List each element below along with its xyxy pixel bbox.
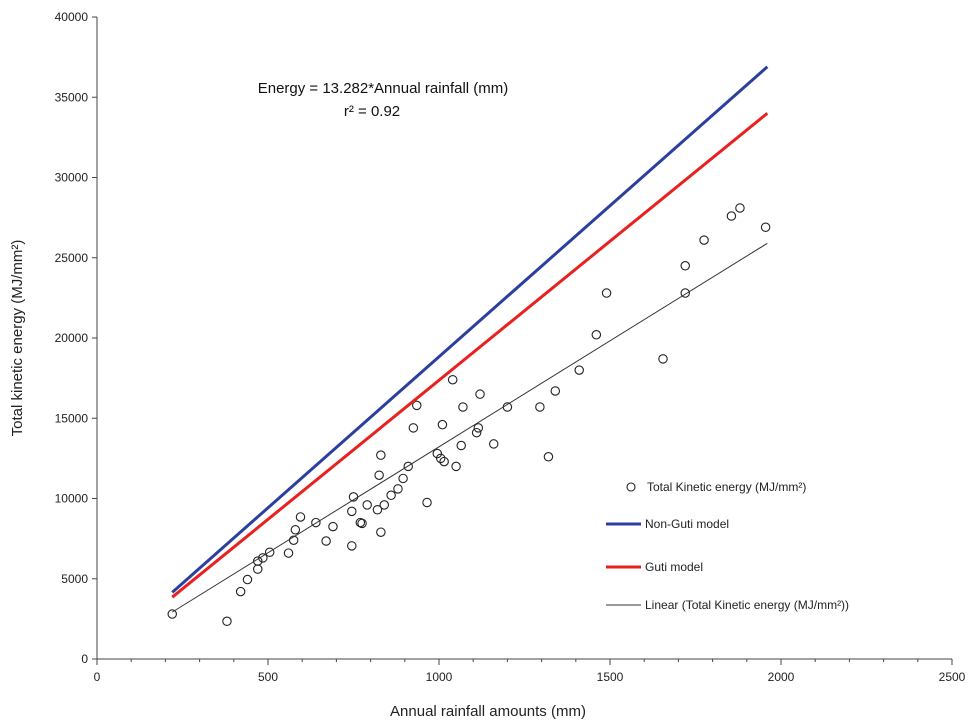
y-tick-label: 40000 bbox=[55, 10, 89, 24]
data-point bbox=[760, 222, 771, 233]
y-tick-label: 20000 bbox=[55, 331, 89, 345]
data-point bbox=[543, 452, 554, 462]
data-point bbox=[412, 400, 422, 411]
data-point bbox=[535, 402, 545, 412]
data-point bbox=[222, 616, 232, 627]
y-tick-label: 0 bbox=[81, 652, 88, 666]
data-point bbox=[372, 504, 383, 515]
y-tick-label: 5000 bbox=[61, 572, 88, 586]
x-tick-label: 2500 bbox=[939, 670, 966, 684]
x-tick-label: 500 bbox=[258, 670, 278, 684]
data-point bbox=[451, 461, 461, 472]
data-point bbox=[439, 456, 449, 467]
data-point bbox=[347, 541, 357, 551]
data-point bbox=[408, 423, 419, 433]
data-point bbox=[432, 448, 443, 459]
data-point bbox=[376, 450, 386, 460]
data-point bbox=[447, 374, 458, 385]
data-point bbox=[288, 535, 299, 545]
data-point bbox=[347, 506, 357, 517]
data-point bbox=[283, 548, 294, 558]
data-point bbox=[435, 453, 446, 464]
data-point bbox=[376, 527, 386, 537]
data-point bbox=[258, 553, 268, 563]
data-point bbox=[357, 518, 367, 529]
trendline bbox=[171, 242, 768, 613]
data-point bbox=[473, 423, 484, 433]
x-tick-label: 1500 bbox=[597, 670, 624, 684]
data-point bbox=[658, 354, 668, 364]
data-point bbox=[403, 461, 413, 472]
data-point bbox=[475, 389, 485, 399]
data-point bbox=[362, 500, 372, 510]
data-point bbox=[386, 490, 396, 501]
legend-label: Non-Guti model bbox=[645, 517, 729, 531]
data-point bbox=[735, 203, 745, 213]
data-point bbox=[167, 609, 177, 619]
data-point bbox=[311, 517, 321, 528]
y-tick-label: 10000 bbox=[55, 492, 89, 506]
legend: Total Kinetic energy (MJ/mm²) Non-Guti mo… bbox=[606, 480, 849, 612]
data-point bbox=[398, 473, 408, 484]
data-point bbox=[422, 497, 432, 508]
x-axis-title: Annual rainfall amounts (mm) bbox=[390, 703, 586, 720]
r2-annotation: r² = 0.92 bbox=[344, 103, 400, 120]
y-tick-label: 30000 bbox=[55, 171, 89, 185]
data-point bbox=[574, 365, 584, 375]
legend-label: Linear (Total Kinetic energy (MJ/mm²)) bbox=[645, 598, 849, 612]
model-line bbox=[171, 65, 769, 594]
data-point bbox=[471, 427, 482, 438]
equation-annotation: Energy = 13.282*Annual rainfall (mm) bbox=[258, 80, 509, 97]
data-point bbox=[264, 547, 275, 558]
data-point bbox=[393, 484, 403, 494]
data-point bbox=[374, 470, 384, 480]
legend-label: Total Kinetic energy (MJ/mm²) bbox=[647, 480, 806, 494]
y-axis-title: Total kinetic energy (MJ/mm²) bbox=[9, 240, 26, 437]
data-point bbox=[290, 525, 301, 535]
data-point bbox=[591, 330, 602, 340]
model-line bbox=[171, 112, 769, 599]
data-point bbox=[437, 419, 448, 430]
data-point bbox=[295, 512, 306, 522]
data-point bbox=[601, 288, 612, 298]
legend-marker bbox=[626, 482, 636, 492]
data-point bbox=[235, 586, 246, 597]
x-tick-label: 2000 bbox=[768, 670, 795, 684]
data-point bbox=[458, 402, 468, 412]
data-point bbox=[680, 288, 690, 298]
data-point bbox=[680, 261, 690, 271]
data-point bbox=[328, 521, 338, 532]
data-point bbox=[699, 235, 709, 245]
y-tick-label: 35000 bbox=[55, 90, 89, 104]
data-point bbox=[379, 500, 390, 510]
data-point bbox=[726, 211, 737, 221]
x-tick-label: 0 bbox=[94, 670, 101, 684]
legend-label: Guti model bbox=[645, 560, 703, 574]
x-tick-label: 1000 bbox=[426, 670, 453, 684]
plot-area: 0500010000150002000025000300003500040000… bbox=[55, 10, 966, 684]
data-point bbox=[488, 439, 499, 449]
data-point bbox=[252, 556, 263, 566]
y-tick-label: 15000 bbox=[55, 411, 89, 425]
y-tick-label: 25000 bbox=[55, 251, 89, 265]
data-point bbox=[321, 536, 331, 546]
data-point bbox=[252, 564, 263, 574]
data-point bbox=[242, 574, 253, 585]
data-point bbox=[550, 386, 561, 396]
data-point bbox=[456, 440, 466, 451]
